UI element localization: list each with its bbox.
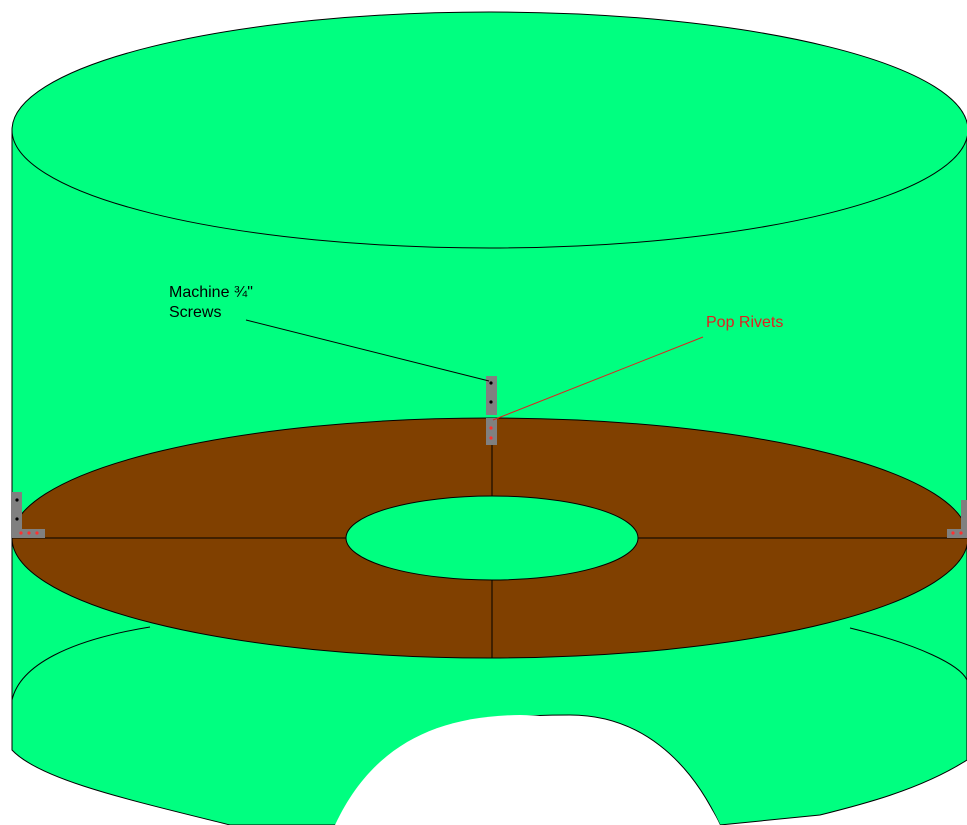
bracket-left	[12, 492, 45, 538]
screws-leader-line	[245, 319, 490, 382]
bracket-center	[486, 376, 497, 445]
bracket-right-vertical	[961, 500, 967, 538]
bracket-right-horizontal	[947, 529, 967, 538]
screws-label-line1: Machine ¾"	[169, 284, 253, 301]
rivets-label: Pop Rivets	[706, 314, 784, 331]
bracket-center-lower	[486, 418, 497, 445]
rivets-leader-line	[492, 336, 704, 421]
rivet-dot	[27, 531, 31, 535]
rivet-dot	[489, 426, 493, 430]
screw-dot	[15, 517, 19, 521]
bracket-right	[947, 500, 967, 538]
screw-dot	[15, 498, 19, 502]
screws-label-line2: Screws	[169, 304, 222, 321]
drum-lower-rim-left	[11, 626, 151, 701]
rivet-dot	[19, 531, 23, 535]
rivet-dot	[35, 531, 39, 535]
shelf-center-hole	[345, 495, 639, 581]
rivet-dot	[959, 531, 963, 535]
bracket-left-vertical	[12, 492, 22, 538]
drum-top-rim	[11, 11, 967, 249]
drum-cutout	[335, 715, 720, 825]
screw-dot	[489, 400, 493, 404]
rivet-dot	[489, 436, 493, 440]
rivet-dot	[951, 531, 955, 535]
screw-dot	[489, 381, 493, 385]
drum-lower-rim-right	[849, 627, 967, 681]
bracket-center-upper	[486, 376, 497, 415]
